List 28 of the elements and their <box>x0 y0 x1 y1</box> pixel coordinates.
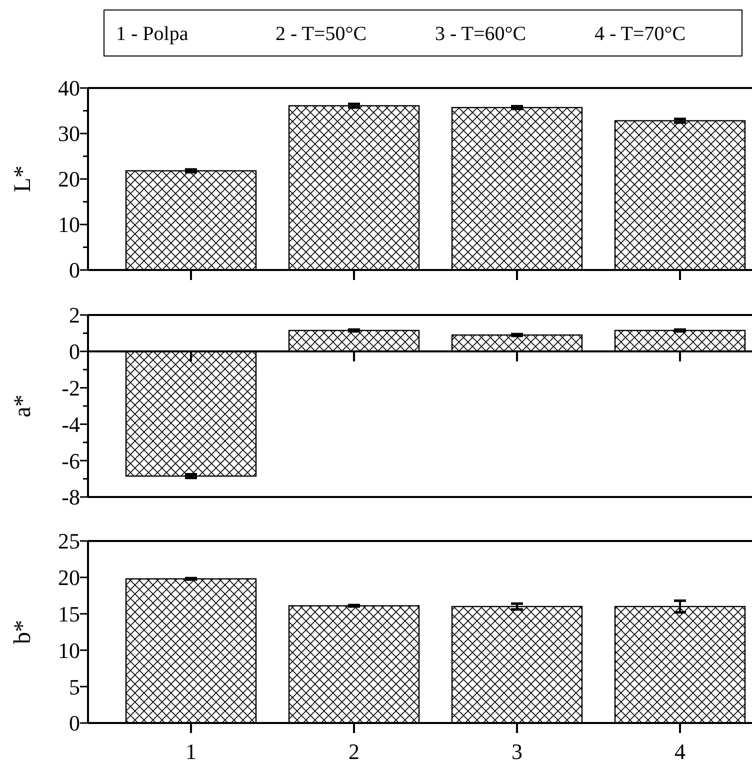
y-tick-label: 2 <box>69 302 80 328</box>
text: 2 - T=50°C <box>276 23 367 45</box>
y-tick-label: -6 <box>62 448 80 474</box>
x-tick-label: 2 <box>348 739 360 764</box>
text: 3 - T=60°C <box>435 23 526 45</box>
y-tick-label: 0 <box>69 339 80 364</box>
y-tick-label: -8 <box>62 484 80 510</box>
y-tick-label: 40 <box>58 76 80 101</box>
y-axis-title: L* <box>10 166 36 192</box>
y-tick-label: -4 <box>62 412 80 437</box>
y-tick-label: 5 <box>69 674 80 700</box>
y-tick-label: 0 <box>69 710 80 736</box>
y-tick-label: 15 <box>58 602 80 626</box>
y-axis-title: b* <box>10 620 36 644</box>
x-tick-label: 3 <box>512 739 522 764</box>
y-tick-label: -2 <box>62 376 80 400</box>
y-tick-label: 0 <box>69 258 80 283</box>
y-tick-label: 10 <box>58 638 80 663</box>
y-tick-label: 25 <box>58 528 80 554</box>
y-tick-label: 20 <box>58 565 80 590</box>
x-tick-label: 4 <box>674 739 686 764</box>
y-tick-label: 20 <box>58 166 80 192</box>
y-tick-label: 10 <box>58 212 80 238</box>
y-tick-label: 30 <box>58 121 80 146</box>
text: 1 - Polpa <box>116 23 188 45</box>
y-axis-title: a* <box>10 394 36 418</box>
text: 4 - T=70°C <box>594 23 686 45</box>
x-tick-label: 1 <box>186 739 196 764</box>
